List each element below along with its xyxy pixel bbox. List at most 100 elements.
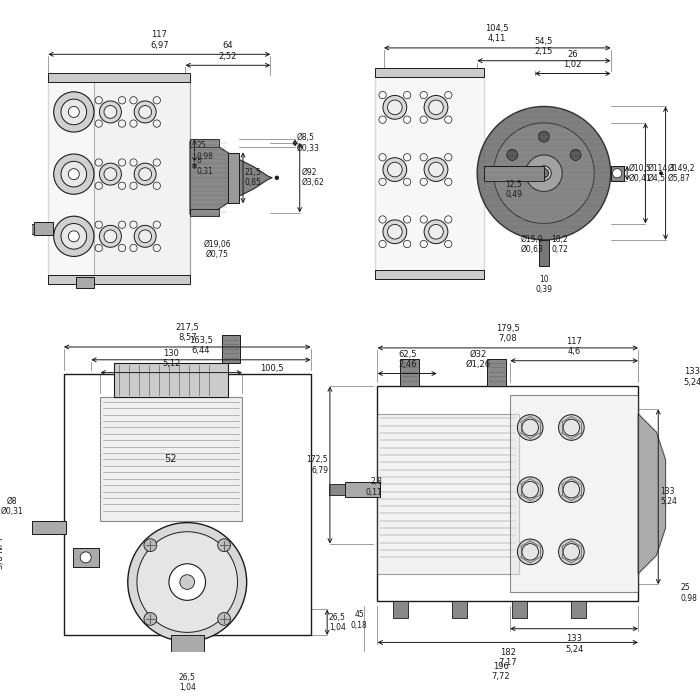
Text: 133
5,24: 133 5,24 <box>660 487 677 507</box>
Text: 117
6,97: 117 6,97 <box>150 30 169 50</box>
Bar <box>374 270 484 279</box>
Circle shape <box>383 95 407 119</box>
Bar <box>610 166 624 181</box>
Text: 52: 52 <box>164 454 177 463</box>
Bar <box>329 484 346 495</box>
Text: 8
0,31: 8 0,31 <box>197 156 214 176</box>
Polygon shape <box>190 141 272 214</box>
Text: 217,5
8,57: 217,5 8,57 <box>176 323 199 342</box>
Bar <box>76 276 94 288</box>
Circle shape <box>612 169 622 178</box>
Text: Ø19,06
Ø0,75: Ø19,06 Ø0,75 <box>204 240 231 260</box>
Circle shape <box>69 231 79 241</box>
Circle shape <box>218 539 230 552</box>
Bar <box>73 548 99 566</box>
Circle shape <box>169 564 206 601</box>
Text: 25
0,98: 25 0,98 <box>197 141 214 160</box>
Text: 26
1,02: 26 1,02 <box>564 50 582 69</box>
Circle shape <box>275 176 279 180</box>
Circle shape <box>507 149 518 160</box>
Circle shape <box>99 225 121 247</box>
Text: Ø8,5
Ø0,33: Ø8,5 Ø0,33 <box>297 133 320 153</box>
Text: 45
0,18: 45 0,18 <box>351 610 368 630</box>
Circle shape <box>137 532 237 632</box>
Text: 21,5
0,85: 21,5 0,85 <box>245 168 262 188</box>
Text: 26,5
1,04: 26,5 1,04 <box>329 612 346 632</box>
Bar <box>393 601 407 617</box>
Circle shape <box>69 106 79 118</box>
Circle shape <box>424 158 448 181</box>
Circle shape <box>134 101 156 123</box>
Text: 10
0,39: 10 0,39 <box>536 274 552 294</box>
Text: 182
7,17: 182 7,17 <box>498 648 517 667</box>
Circle shape <box>20 524 27 531</box>
Text: 25
0,98: 25 0,98 <box>680 583 697 603</box>
Text: 196
7,72: 196 7,72 <box>491 662 510 681</box>
Text: 163,5
6,44: 163,5 6,44 <box>189 336 213 355</box>
Circle shape <box>388 162 402 177</box>
Bar <box>34 222 52 235</box>
Circle shape <box>477 106 610 240</box>
Bar <box>94 80 190 276</box>
Circle shape <box>538 131 550 142</box>
Circle shape <box>134 163 156 185</box>
Circle shape <box>428 100 443 115</box>
Bar <box>32 521 66 533</box>
Circle shape <box>54 154 94 195</box>
Circle shape <box>522 544 538 560</box>
Circle shape <box>428 225 443 239</box>
Bar <box>400 359 419 386</box>
Circle shape <box>80 552 91 563</box>
Text: 62,5
2,46: 62,5 2,46 <box>398 349 416 369</box>
Circle shape <box>388 100 402 115</box>
Text: 100,5: 100,5 <box>260 365 284 373</box>
Polygon shape <box>638 414 666 574</box>
Circle shape <box>494 123 594 223</box>
Bar <box>171 635 204 652</box>
Circle shape <box>99 101 121 123</box>
Circle shape <box>61 223 87 249</box>
Bar <box>114 363 228 398</box>
Circle shape <box>563 419 580 435</box>
Circle shape <box>128 523 246 641</box>
Circle shape <box>522 482 538 498</box>
Circle shape <box>134 225 156 247</box>
Bar <box>228 153 239 204</box>
Circle shape <box>218 612 230 625</box>
Circle shape <box>383 158 407 181</box>
Bar <box>190 209 219 216</box>
Circle shape <box>559 414 584 440</box>
Circle shape <box>522 419 538 435</box>
Circle shape <box>61 161 87 187</box>
Circle shape <box>61 99 87 125</box>
Circle shape <box>517 414 543 440</box>
Bar <box>48 80 190 276</box>
Circle shape <box>428 162 443 177</box>
Circle shape <box>139 230 152 243</box>
Bar <box>190 139 219 147</box>
Bar <box>222 335 240 363</box>
Circle shape <box>424 95 448 119</box>
Text: 64
2,52: 64 2,52 <box>218 41 237 61</box>
Text: 117
4,6: 117 4,6 <box>566 337 582 356</box>
Text: 12,5
0,49: 12,5 0,49 <box>505 180 522 200</box>
Circle shape <box>54 216 94 256</box>
Text: Ø10,5
Ø0,41: Ø10,5 Ø0,41 <box>629 164 652 183</box>
Text: 18,2
0,72: 18,2 0,72 <box>551 235 568 254</box>
Text: Ø15,9
Ø0,63: Ø15,9 Ø0,63 <box>521 235 544 254</box>
Circle shape <box>139 168 152 181</box>
Circle shape <box>563 482 580 498</box>
Circle shape <box>180 575 195 589</box>
Circle shape <box>22 225 30 232</box>
Bar <box>512 601 526 617</box>
Text: 26,5
1,04: 26,5 1,04 <box>178 673 196 692</box>
Circle shape <box>144 539 157 552</box>
Text: Ø149,2
Ø5,87: Ø149,2 Ø5,87 <box>667 164 695 183</box>
Circle shape <box>54 92 94 132</box>
Text: Ø92
Ø3,62: Ø92 Ø3,62 <box>302 168 324 188</box>
Bar <box>100 398 242 521</box>
Bar <box>484 166 544 181</box>
Circle shape <box>526 155 562 192</box>
Circle shape <box>388 225 402 239</box>
Bar <box>15 523 32 532</box>
